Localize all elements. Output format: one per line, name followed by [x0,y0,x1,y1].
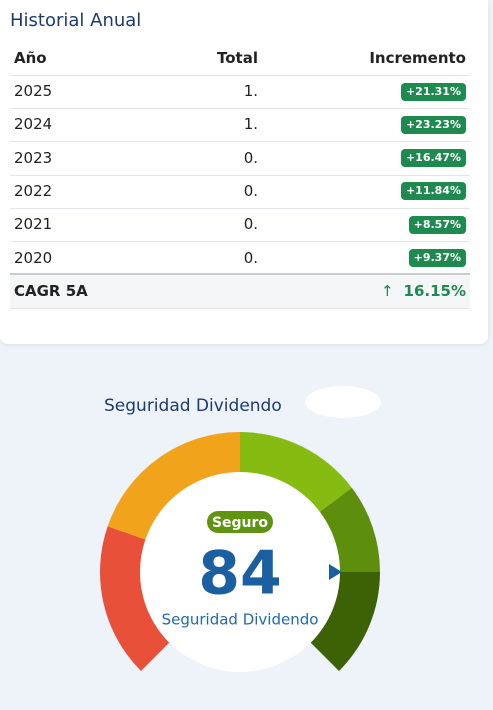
table-cell: +11.84% [400,175,466,208]
cell-text: 1. [243,82,258,100]
table-cell: +16.47% [400,142,466,175]
redaction [305,386,381,418]
column-header: Total [217,49,258,67]
gauge-segment [100,526,173,671]
arrow-up-icon: ↑ [380,282,394,300]
table-cell: +9.37% [408,242,466,275]
increment-pill: +23.23% [400,115,466,134]
cell-text: 2022 [14,181,53,200]
badge-text: Seguro [212,515,268,531]
history-card: Historial Anual Año Total Incremento 202… [0,0,488,344]
gauge-title: Seguridad Dividendo [104,396,282,416]
cell-text: 2021 [14,215,53,234]
table-cell: 2025 [14,75,52,108]
table-row: 2022 0. +11.84% [10,175,470,209]
table-cell: 2022 [14,175,52,208]
table-cell: +23.23% [400,108,466,141]
increment-pill: +8.57% [408,215,466,234]
score-caption: Seguridad Dividendo [162,611,319,629]
table-cell: +8.57% [408,208,466,241]
table-cell: 0. [244,208,258,241]
increment-pill: +16.47% [400,149,466,168]
table-row: 2024 1. +23.23% [10,108,470,143]
table-cell: 1. [244,108,258,141]
increment-pill: +9.37% [408,249,466,267]
table-cell: 2021 [14,208,52,241]
table-cell: 0. [244,242,258,275]
gauge-arcs [100,432,380,671]
column-header: Año [14,49,47,67]
card-title: Historial Anual [10,10,142,31]
table-row: 2021 0. +8.57% [10,208,470,243]
gauge-pointer [329,564,342,580]
cell-text: 2024 [14,115,53,134]
gauge-segment [307,572,380,671]
table-cell: 0. [244,142,258,175]
score: 84 [198,539,282,609]
cagr-value-wrap: ↑ 16.15% [381,275,466,308]
table-cell: +21.31% [400,75,466,108]
table-row: 2025 1. +21.31% [10,75,470,109]
table-row: 2020 0. +9.37% [10,242,470,276]
table-header: Año Total Incremento [10,42,470,76]
cagr-value: 16.15% [403,282,466,300]
cagr-row: CAGR 5A ↑ 16.15% [10,273,470,309]
gauge-segment [240,432,352,515]
gauge-segment [315,487,380,572]
table-cell: 2023 [14,142,52,175]
gauge-panel: Seguridad Dividendo Seguro 84 Seguridad … [100,386,381,672]
badge [207,511,273,533]
cell-text: 0. [243,148,258,167]
cell-text: 2020 [14,248,53,267]
table-cell: 2024 [14,108,52,141]
gauge-segment [107,432,240,542]
cell-text: 2025 [14,82,53,100]
cell-text: 0. [243,248,258,267]
cell-text: 2023 [14,148,53,167]
cell-text: 1. [243,115,258,134]
cell-text: 0. [243,215,258,234]
column-header: Incremento [369,49,466,67]
gauge-center [140,472,340,672]
increment-pill: +21.31% [400,82,466,101]
cell-text: 0. [243,181,258,200]
table-row: 2023 0. +16.47% [10,142,470,176]
increment-pill: +11.84% [400,182,466,201]
table-cell: 1. [244,75,258,108]
table-cell: 0. [244,175,258,208]
cagr-label: CAGR 5A [14,282,88,300]
table-cell: 2020 [14,242,52,275]
